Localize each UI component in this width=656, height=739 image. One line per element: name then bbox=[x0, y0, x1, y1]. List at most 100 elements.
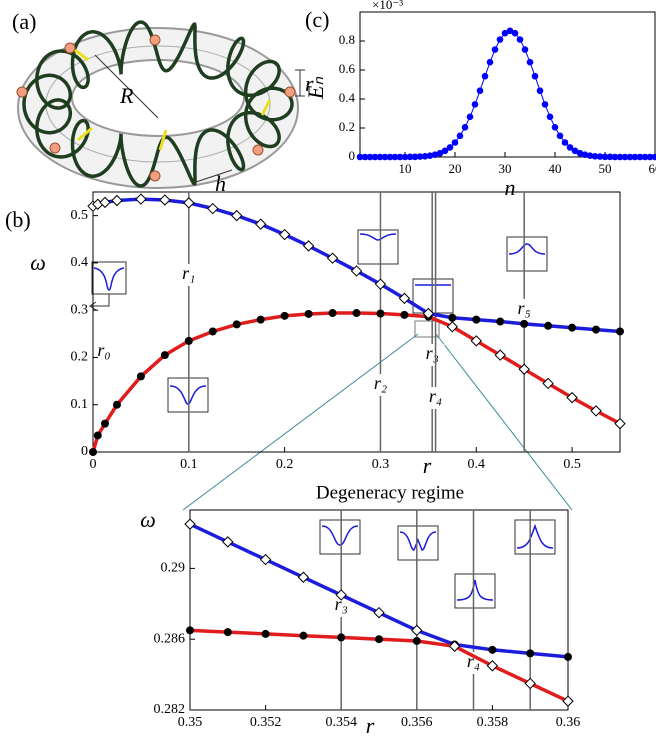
coil bbox=[22, 20, 294, 188]
point bbox=[352, 309, 361, 318]
label-h: h bbox=[215, 171, 226, 196]
point bbox=[401, 153, 409, 161]
point bbox=[376, 153, 384, 161]
x-tick-label: 0.358 bbox=[477, 715, 509, 730]
x-tick-label: 0.5 bbox=[563, 457, 581, 472]
x-tick-label: 0.35 bbox=[178, 715, 203, 730]
y-tick-label: 0.6 bbox=[339, 61, 356, 76]
point bbox=[591, 152, 599, 160]
spin-arrow bbox=[77, 126, 93, 142]
series-line bbox=[360, 30, 655, 158]
y-tick-label: 0.8 bbox=[339, 32, 355, 47]
point bbox=[501, 29, 509, 37]
panel-label: (c) bbox=[305, 7, 329, 32]
spin-arrow bbox=[158, 129, 168, 151]
point bbox=[651, 153, 656, 161]
point bbox=[448, 313, 457, 322]
point bbox=[544, 321, 553, 330]
point bbox=[611, 153, 619, 161]
diamond-marker bbox=[524, 677, 536, 690]
y-tick-label: 0.2 bbox=[71, 350, 89, 365]
x-tick-label: 0.2 bbox=[276, 457, 294, 472]
point bbox=[521, 46, 529, 53]
diamond-marker bbox=[566, 391, 578, 404]
diamond-marker bbox=[470, 335, 482, 347]
point bbox=[256, 315, 265, 324]
point bbox=[496, 317, 505, 326]
point bbox=[280, 311, 289, 320]
point bbox=[631, 153, 639, 161]
point bbox=[472, 315, 481, 324]
y-tick-label: 0.4 bbox=[71, 255, 89, 270]
h-arrow bbox=[195, 169, 233, 183]
zoom-box bbox=[414, 320, 440, 338]
point bbox=[564, 652, 572, 661]
label-r: r bbox=[305, 71, 314, 96]
point bbox=[592, 325, 601, 334]
point bbox=[526, 58, 534, 66]
panel-label: (a) bbox=[12, 9, 36, 34]
point bbox=[486, 58, 494, 66]
point bbox=[491, 46, 499, 53]
point bbox=[461, 123, 469, 131]
point bbox=[223, 628, 232, 637]
point bbox=[184, 336, 193, 345]
reference-label: r₂ bbox=[374, 373, 387, 393]
point bbox=[568, 323, 577, 332]
x-tick-label: 0.4 bbox=[468, 457, 486, 472]
point bbox=[606, 153, 614, 161]
y-tick-label: 0.29 bbox=[161, 561, 186, 576]
y-tick-label: 0 bbox=[349, 148, 356, 163]
diamond-marker bbox=[590, 405, 602, 417]
x-axis-label: r bbox=[366, 713, 375, 738]
point bbox=[89, 448, 97, 456]
point bbox=[421, 152, 429, 160]
x-axis-label: r bbox=[423, 453, 432, 478]
x-tick-label: 30 bbox=[499, 161, 512, 176]
point bbox=[451, 139, 459, 146]
label-R: R bbox=[119, 83, 134, 108]
point bbox=[93, 431, 102, 440]
point bbox=[136, 372, 145, 381]
point bbox=[366, 153, 374, 161]
y-axis-label: ω bbox=[30, 250, 46, 275]
point bbox=[441, 147, 449, 155]
point bbox=[496, 36, 504, 43]
point bbox=[426, 152, 434, 159]
diamond-marker bbox=[326, 252, 339, 264]
point bbox=[446, 144, 454, 151]
diamond-marker bbox=[302, 240, 315, 252]
spin-arrow bbox=[74, 48, 89, 62]
point bbox=[400, 310, 409, 319]
point bbox=[376, 309, 385, 318]
zoom-line bbox=[435, 333, 573, 511]
point bbox=[208, 327, 217, 336]
diamond-marker bbox=[335, 589, 347, 601]
diamond-marker bbox=[373, 606, 385, 619]
point bbox=[546, 113, 554, 121]
point bbox=[299, 631, 308, 640]
x-tick-label: 0.1 bbox=[180, 457, 198, 472]
diamond-marker bbox=[99, 196, 111, 209]
diamond-marker bbox=[231, 209, 243, 222]
zoom-line bbox=[182, 333, 419, 511]
point bbox=[381, 153, 389, 161]
site bbox=[49, 142, 61, 154]
reference-label: r₃ bbox=[335, 594, 348, 614]
y-tick-label: 0 bbox=[81, 444, 88, 459]
y-axis-label: Eₙ bbox=[303, 77, 328, 100]
point bbox=[411, 153, 419, 161]
point bbox=[596, 153, 604, 160]
x-tick-label: 10 bbox=[399, 161, 412, 176]
point bbox=[481, 72, 489, 80]
label-bg bbox=[514, 299, 537, 321]
point bbox=[541, 101, 549, 108]
diamond-marker bbox=[448, 640, 461, 652]
point bbox=[566, 144, 574, 151]
annotation: r₀ bbox=[97, 340, 110, 360]
diamond-marker bbox=[518, 363, 530, 375]
caption: Degeneracy regime bbox=[316, 482, 464, 503]
point bbox=[536, 87, 544, 95]
point bbox=[337, 633, 346, 642]
